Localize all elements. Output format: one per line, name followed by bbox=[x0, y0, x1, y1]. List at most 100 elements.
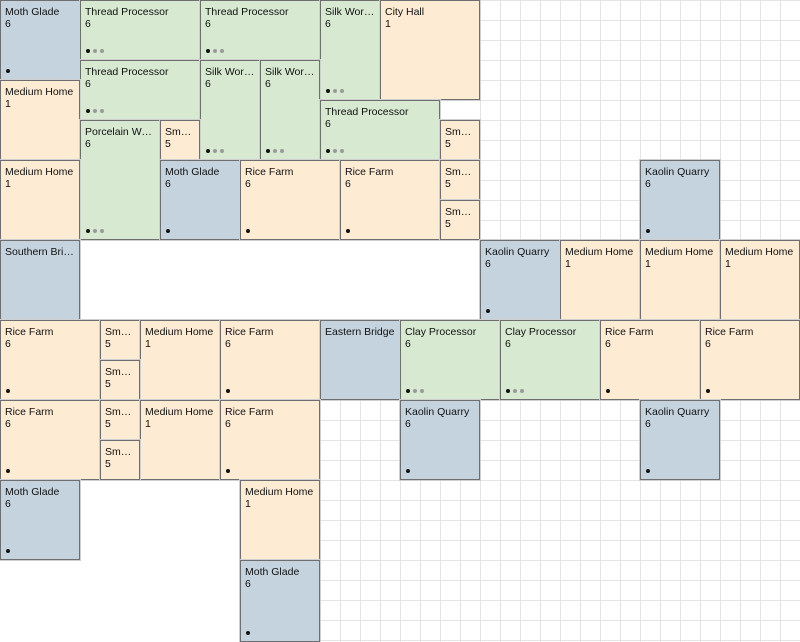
tile-moth-glade[interactable]: Moth Glade 6 bbox=[0, 0, 80, 80]
tile-kaolin-quarry[interactable]: Kaolin Quarry 6 bbox=[480, 240, 560, 320]
tile-sma[interactable]: Sma… 5 bbox=[100, 320, 140, 360]
tile-count: 6 bbox=[505, 338, 511, 350]
tile-clay-processor[interactable]: Clay Processor 6 bbox=[500, 320, 600, 400]
tile-name: Southern Brid… bbox=[5, 246, 77, 258]
tile-rice-farm[interactable]: Rice Farm 6 bbox=[340, 160, 440, 240]
tile-thread-processor[interactable]: Thread Processor 6 bbox=[80, 0, 200, 60]
tile-count: 6 bbox=[325, 118, 331, 130]
tile-silk-wor[interactable]: Silk Wor… 6 bbox=[260, 60, 320, 160]
tile-clay-processor[interactable]: Clay Processor 6 bbox=[400, 320, 500, 400]
level-dot-empty bbox=[420, 389, 424, 393]
tile-count: 6 bbox=[705, 338, 711, 350]
tile-medium-home[interactable]: Medium Home 1 bbox=[140, 320, 220, 400]
tile-sma[interactable]: Sma… 5 bbox=[100, 400, 140, 440]
level-dot-filled bbox=[86, 229, 90, 233]
tile-name: Rice Farm bbox=[225, 406, 274, 418]
tile-count: 6 bbox=[245, 578, 251, 590]
tile-name: Rice Farm bbox=[5, 406, 54, 418]
level-dot-filled bbox=[226, 469, 230, 473]
tile-count: 5 bbox=[445, 178, 451, 190]
level-dot-filled bbox=[226, 389, 230, 393]
tile-count: 6 bbox=[165, 178, 171, 190]
tile-count: 6 bbox=[5, 338, 11, 350]
tile-name: Eastern Bridge bbox=[325, 326, 395, 338]
tile-thread-processor[interactable]: Thread Processor 6 bbox=[320, 100, 440, 160]
tile-rice-farm[interactable]: Rice Farm 6 bbox=[600, 320, 700, 400]
level-dot-filled bbox=[6, 389, 10, 393]
tile-rice-farm[interactable]: Rice Farm 6 bbox=[0, 400, 100, 480]
tile-name: Kaolin Quarry bbox=[405, 406, 470, 418]
tile-rice-farm[interactable]: Rice Farm 6 bbox=[220, 400, 320, 480]
tile-city-hall[interactable]: City Hall 1 bbox=[380, 0, 480, 100]
level-dot-filled bbox=[646, 469, 650, 473]
level-dot-filled bbox=[166, 229, 170, 233]
tile-count: 6 bbox=[5, 18, 11, 30]
tile-eastern-bridge[interactable]: Eastern Bridge bbox=[320, 320, 400, 400]
tile-southern-brid[interactable]: Southern Brid… bbox=[0, 240, 80, 320]
tile-count: 1 bbox=[645, 258, 651, 270]
tile-moth-glade[interactable]: Moth Glade 6 bbox=[160, 160, 240, 240]
tile-kaolin-quarry[interactable]: Kaolin Quarry 6 bbox=[640, 400, 720, 480]
tile-moth-glade[interactable]: Moth Glade 6 bbox=[240, 560, 320, 642]
tile-sma[interactable]: Sma… 5 bbox=[440, 200, 480, 240]
tile-count: 1 bbox=[5, 178, 11, 190]
tile-sma[interactable]: Sma… 5 bbox=[440, 160, 480, 200]
level-dot-filled bbox=[266, 149, 270, 153]
tile-count: 5 bbox=[105, 418, 111, 430]
tile-medium-home[interactable]: Medium Home 1 bbox=[0, 80, 80, 160]
tile-level-indicator bbox=[86, 229, 104, 233]
tile-count: 6 bbox=[205, 78, 211, 90]
tile-level-indicator bbox=[86, 109, 104, 113]
tile-level-indicator bbox=[326, 89, 344, 93]
tile-level-indicator bbox=[226, 389, 230, 393]
tile-level-indicator bbox=[226, 469, 230, 473]
tile-name: Rice Farm bbox=[605, 326, 654, 338]
tile-name: Rice Farm bbox=[345, 166, 394, 178]
tile-count: 5 bbox=[165, 138, 171, 150]
tile-thread-processor[interactable]: Thread Processor 6 bbox=[80, 60, 200, 120]
tile-count: 6 bbox=[345, 178, 351, 190]
tile-silk-wor[interactable]: Silk Wor… 6 bbox=[320, 0, 380, 100]
tile-name: Sma… bbox=[445, 206, 477, 218]
tile-thread-processor[interactable]: Thread Processor 6 bbox=[200, 0, 320, 60]
tile-rice-farm[interactable]: Rice Farm 6 bbox=[220, 320, 320, 400]
tile-count: 6 bbox=[325, 18, 331, 30]
tile-sma[interactable]: Sma… 5 bbox=[100, 360, 140, 400]
level-dot-filled bbox=[206, 49, 210, 53]
level-dot-empty bbox=[413, 389, 417, 393]
tile-rice-farm[interactable]: Rice Farm 6 bbox=[0, 320, 100, 400]
level-dot-empty bbox=[340, 89, 344, 93]
tile-porcelain-wo[interactable]: Porcelain Wo… 6 bbox=[80, 120, 160, 240]
tile-name: Sma… bbox=[105, 366, 137, 378]
tile-kaolin-quarry[interactable]: Kaolin Quarry 6 bbox=[400, 400, 480, 480]
tile-count: 1 bbox=[145, 418, 151, 430]
tile-sma[interactable]: Sma… 5 bbox=[440, 120, 480, 160]
level-dot-empty bbox=[213, 49, 217, 53]
tile-kaolin-quarry[interactable]: Kaolin Quarry 6 bbox=[640, 160, 720, 240]
tile-rice-farm[interactable]: Rice Farm 6 bbox=[700, 320, 800, 400]
tile-medium-home[interactable]: Medium Home 1 bbox=[560, 240, 640, 320]
tile-count: 6 bbox=[605, 338, 611, 350]
tile-medium-home[interactable]: Medium Home 1 bbox=[0, 160, 80, 240]
tile-sma[interactable]: Sma… 5 bbox=[100, 440, 140, 480]
tile-level-indicator bbox=[246, 631, 250, 635]
level-dot-filled bbox=[406, 389, 410, 393]
tile-name: Moth Glade bbox=[165, 166, 220, 178]
level-dot-filled bbox=[346, 229, 350, 233]
tile-name: Porcelain Wo… bbox=[85, 126, 157, 138]
level-dot-filled bbox=[6, 549, 10, 553]
tile-moth-glade[interactable]: Moth Glade 6 bbox=[0, 480, 80, 560]
tile-rice-farm[interactable]: Rice Farm 6 bbox=[240, 160, 340, 240]
level-dot-filled bbox=[86, 49, 90, 53]
tile-silk-wor[interactable]: Silk Wor… 6 bbox=[200, 60, 260, 160]
tile-level-indicator bbox=[406, 469, 410, 473]
tile-level-indicator bbox=[86, 49, 104, 53]
tile-medium-home[interactable]: Medium Home 1 bbox=[240, 480, 320, 560]
tile-sma[interactable]: Sma… 5 bbox=[160, 120, 200, 160]
level-dot-empty bbox=[333, 89, 337, 93]
tile-medium-home[interactable]: Medium Home 1 bbox=[140, 400, 220, 480]
tile-level-indicator bbox=[6, 69, 10, 73]
tile-medium-home[interactable]: Medium Home 1 bbox=[720, 240, 800, 320]
tile-medium-home[interactable]: Medium Home 1 bbox=[640, 240, 720, 320]
